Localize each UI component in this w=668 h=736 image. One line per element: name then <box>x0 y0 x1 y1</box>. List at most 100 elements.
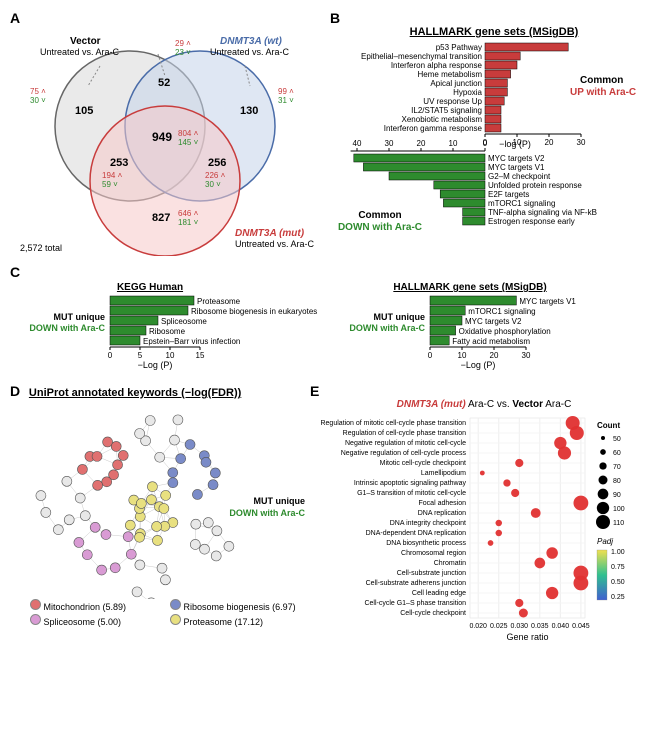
svg-text:0.75: 0.75 <box>611 564 625 571</box>
svg-text:Hypoxia: Hypoxia <box>453 88 482 97</box>
row-ab: A Vector Untreated vs. Ara-C DNMT3A (wt)… <box>10 10 658 256</box>
venn-vec-t2: Untreated vs. Ara-C <box>40 47 120 57</box>
svg-text:Xenobiotic metabolism: Xenobiotic metabolism <box>402 115 483 124</box>
svg-text:Heme metabolism: Heme metabolism <box>418 70 483 79</box>
svg-text:DOWN with Ara-C: DOWN with Ara-C <box>338 222 422 233</box>
svg-text:1.00: 1.00 <box>611 549 625 556</box>
legend-mito: Mitochondrion (5.89) <box>44 602 127 612</box>
svg-text:0: 0 <box>428 351 433 360</box>
v-c-dn: 145 <box>178 138 194 147</box>
svg-text:20: 20 <box>490 351 499 360</box>
svg-text:226 ˄: 226 ˄ <box>205 171 226 180</box>
svg-text:Common: Common <box>358 210 401 221</box>
legend-prot: Proteasome (17.12) <box>184 617 264 627</box>
svg-text:804 ˄: 804 ˄ <box>178 129 199 138</box>
svg-text:30: 30 <box>577 138 586 147</box>
svg-text:60: 60 <box>613 450 621 457</box>
svg-text:145 ˅: 145 ˅ <box>178 138 199 147</box>
v-wm-dn: 30 <box>205 180 216 189</box>
panel-a: A Vector Untreated vs. Ara-C DNMT3A (wt)… <box>10 10 330 256</box>
svg-text:MYC targets V1: MYC targets V1 <box>519 297 576 306</box>
svg-text:30 ˅: 30 ˅ <box>30 96 46 105</box>
svg-text:MYC targets V1: MYC targets V1 <box>488 163 545 172</box>
v-m-up: 646 <box>178 209 194 218</box>
svg-text:G2–M checkpoint: G2–M checkpoint <box>488 172 551 181</box>
legend-ribo: Ribosome biogenesis (6.97) <box>184 602 296 612</box>
svg-text:Epithelial–mesenchymal transit: Epithelial–mesenchymal transition <box>361 52 482 61</box>
panelb-svg: p53 PathwayEpithelial–mesenchymal transi… <box>330 38 658 253</box>
svg-text:Cell-cycle G1–S phase transiti: Cell-cycle G1–S phase transition <box>364 600 466 607</box>
svg-text:80: 80 <box>613 478 621 485</box>
svg-text:Interferon alpha response: Interferon alpha response <box>391 61 483 70</box>
svg-text:31 ˅: 31 ˅ <box>278 96 294 105</box>
svg-text:−Log (P): −Log (P) <box>461 360 496 370</box>
svg-text:Chromosomal region: Chromosomal region <box>401 550 466 557</box>
svg-text:Focal adhesion: Focal adhesion <box>419 500 467 507</box>
paneld-legend: Mitochondrion (5.89) Ribosome biogenesis… <box>30 599 310 629</box>
svg-text:Negative regulation of cell-cy: Negative regulation of cell-cycle proces… <box>341 450 467 457</box>
v-vm-up: 194 <box>102 171 118 180</box>
panel-c: C KEGG HumanProteasomeRibosome biogenesi… <box>10 264 658 375</box>
svg-text:110: 110 <box>613 520 624 527</box>
panel-b-title: HALLMARK gene sets (MSigDB) <box>330 26 658 38</box>
svg-text:Cell leading edge: Cell leading edge <box>412 590 466 597</box>
svg-text:181 ˅: 181 ˅ <box>178 218 199 227</box>
svg-text:20: 20 <box>545 138 554 147</box>
svg-text:30: 30 <box>385 139 394 148</box>
row-de: D UniProt annotated keywords (−log(FDR))… <box>10 383 658 645</box>
svg-text:0.25: 0.25 <box>611 594 625 601</box>
svg-text:0.040: 0.040 <box>552 623 570 630</box>
svg-text:−log (P): −log (P) <box>499 139 531 149</box>
panele-svg: 0.0200.0250.0300.0350.0400.045Regulation… <box>310 410 658 645</box>
venn-n-vec: 105 <box>75 105 93 117</box>
venn-mut-t1: DNMT3A (mut) <box>235 228 305 239</box>
svg-text:0.50: 0.50 <box>611 579 625 586</box>
svg-text:UV response Up: UV response Up <box>423 97 482 106</box>
svg-text:0.025: 0.025 <box>490 623 508 630</box>
venn-n-c: 949 <box>152 130 172 144</box>
panel-d-label: D <box>10 383 20 399</box>
svg-text:0: 0 <box>108 351 113 360</box>
panelc-left-svg: KEGG HumanProteasomeRibosome biogenesis … <box>10 280 330 375</box>
v-vec-up: 75 <box>30 87 41 96</box>
venn-n-vw: 52 <box>158 77 170 89</box>
svg-text:0.020: 0.020 <box>469 623 487 630</box>
svg-text:Spliceosome: Spliceosome <box>161 317 207 326</box>
v-wm-up: 226 <box>205 171 221 180</box>
svg-text:DNA integrity checkpoint: DNA integrity checkpoint <box>390 520 466 527</box>
svg-text:TNF-alpha signaling via NF-kB: TNF-alpha signaling via NF-kB <box>488 208 597 217</box>
svg-text:70: 70 <box>613 464 621 471</box>
venn-n-wm: 256 <box>208 157 226 169</box>
svg-text:Interferon gamma response: Interferon gamma response <box>384 124 483 133</box>
svg-text:DNA-dependent DNA replication: DNA-dependent DNA replication <box>366 530 466 537</box>
svg-text:DNA replication: DNA replication <box>418 510 466 517</box>
svg-text:0.030: 0.030 <box>511 623 529 630</box>
svg-text:50: 50 <box>613 436 621 443</box>
v-vec-dn: 30 <box>30 96 41 105</box>
svg-text:MUT unique: MUT unique <box>254 496 306 506</box>
svg-text:DOWN with Ara-C: DOWN with Ara-C <box>229 508 305 518</box>
v-wt-up: 99 <box>278 87 289 96</box>
svg-text:15: 15 <box>196 351 205 360</box>
venn-n-mut: 827 <box>152 212 170 224</box>
svg-text:90: 90 <box>613 492 621 499</box>
svg-text:5: 5 <box>138 351 143 360</box>
v-vw-up: 29 <box>175 39 186 48</box>
panel-b: B HALLMARK gene sets (MSigDB) p53 Pathwa… <box>330 10 658 256</box>
svg-text:Oxidative phosphorylation: Oxidative phosphorylation <box>459 327 551 336</box>
svg-text:MUT unique: MUT unique <box>54 312 106 322</box>
svg-text:Apical junction: Apical junction <box>430 79 482 88</box>
svg-text:E2F targets: E2F targets <box>488 190 529 199</box>
svg-text:DOWN with Ara-C: DOWN with Ara-C <box>349 323 425 333</box>
svg-text:646 ˄: 646 ˄ <box>178 209 199 218</box>
legend-dot-mito <box>30 599 41 610</box>
v-wt-dn: 31 <box>278 96 289 105</box>
svg-text:0: 0 <box>483 139 488 148</box>
venn-total: 2,572 total <box>20 243 62 253</box>
svg-text:Ribosome biogenesis in eukaryo: Ribosome biogenesis in eukaryotes <box>191 307 317 316</box>
svg-text:Chromatin: Chromatin <box>434 560 466 567</box>
venn-wt-t1: DNMT3A (wt) <box>220 36 283 47</box>
v-c-up: 804 <box>178 129 194 138</box>
v-vw-dn: 23 <box>175 48 186 57</box>
venn-wt-t2: Untreated vs. Ara-C <box>210 47 290 57</box>
